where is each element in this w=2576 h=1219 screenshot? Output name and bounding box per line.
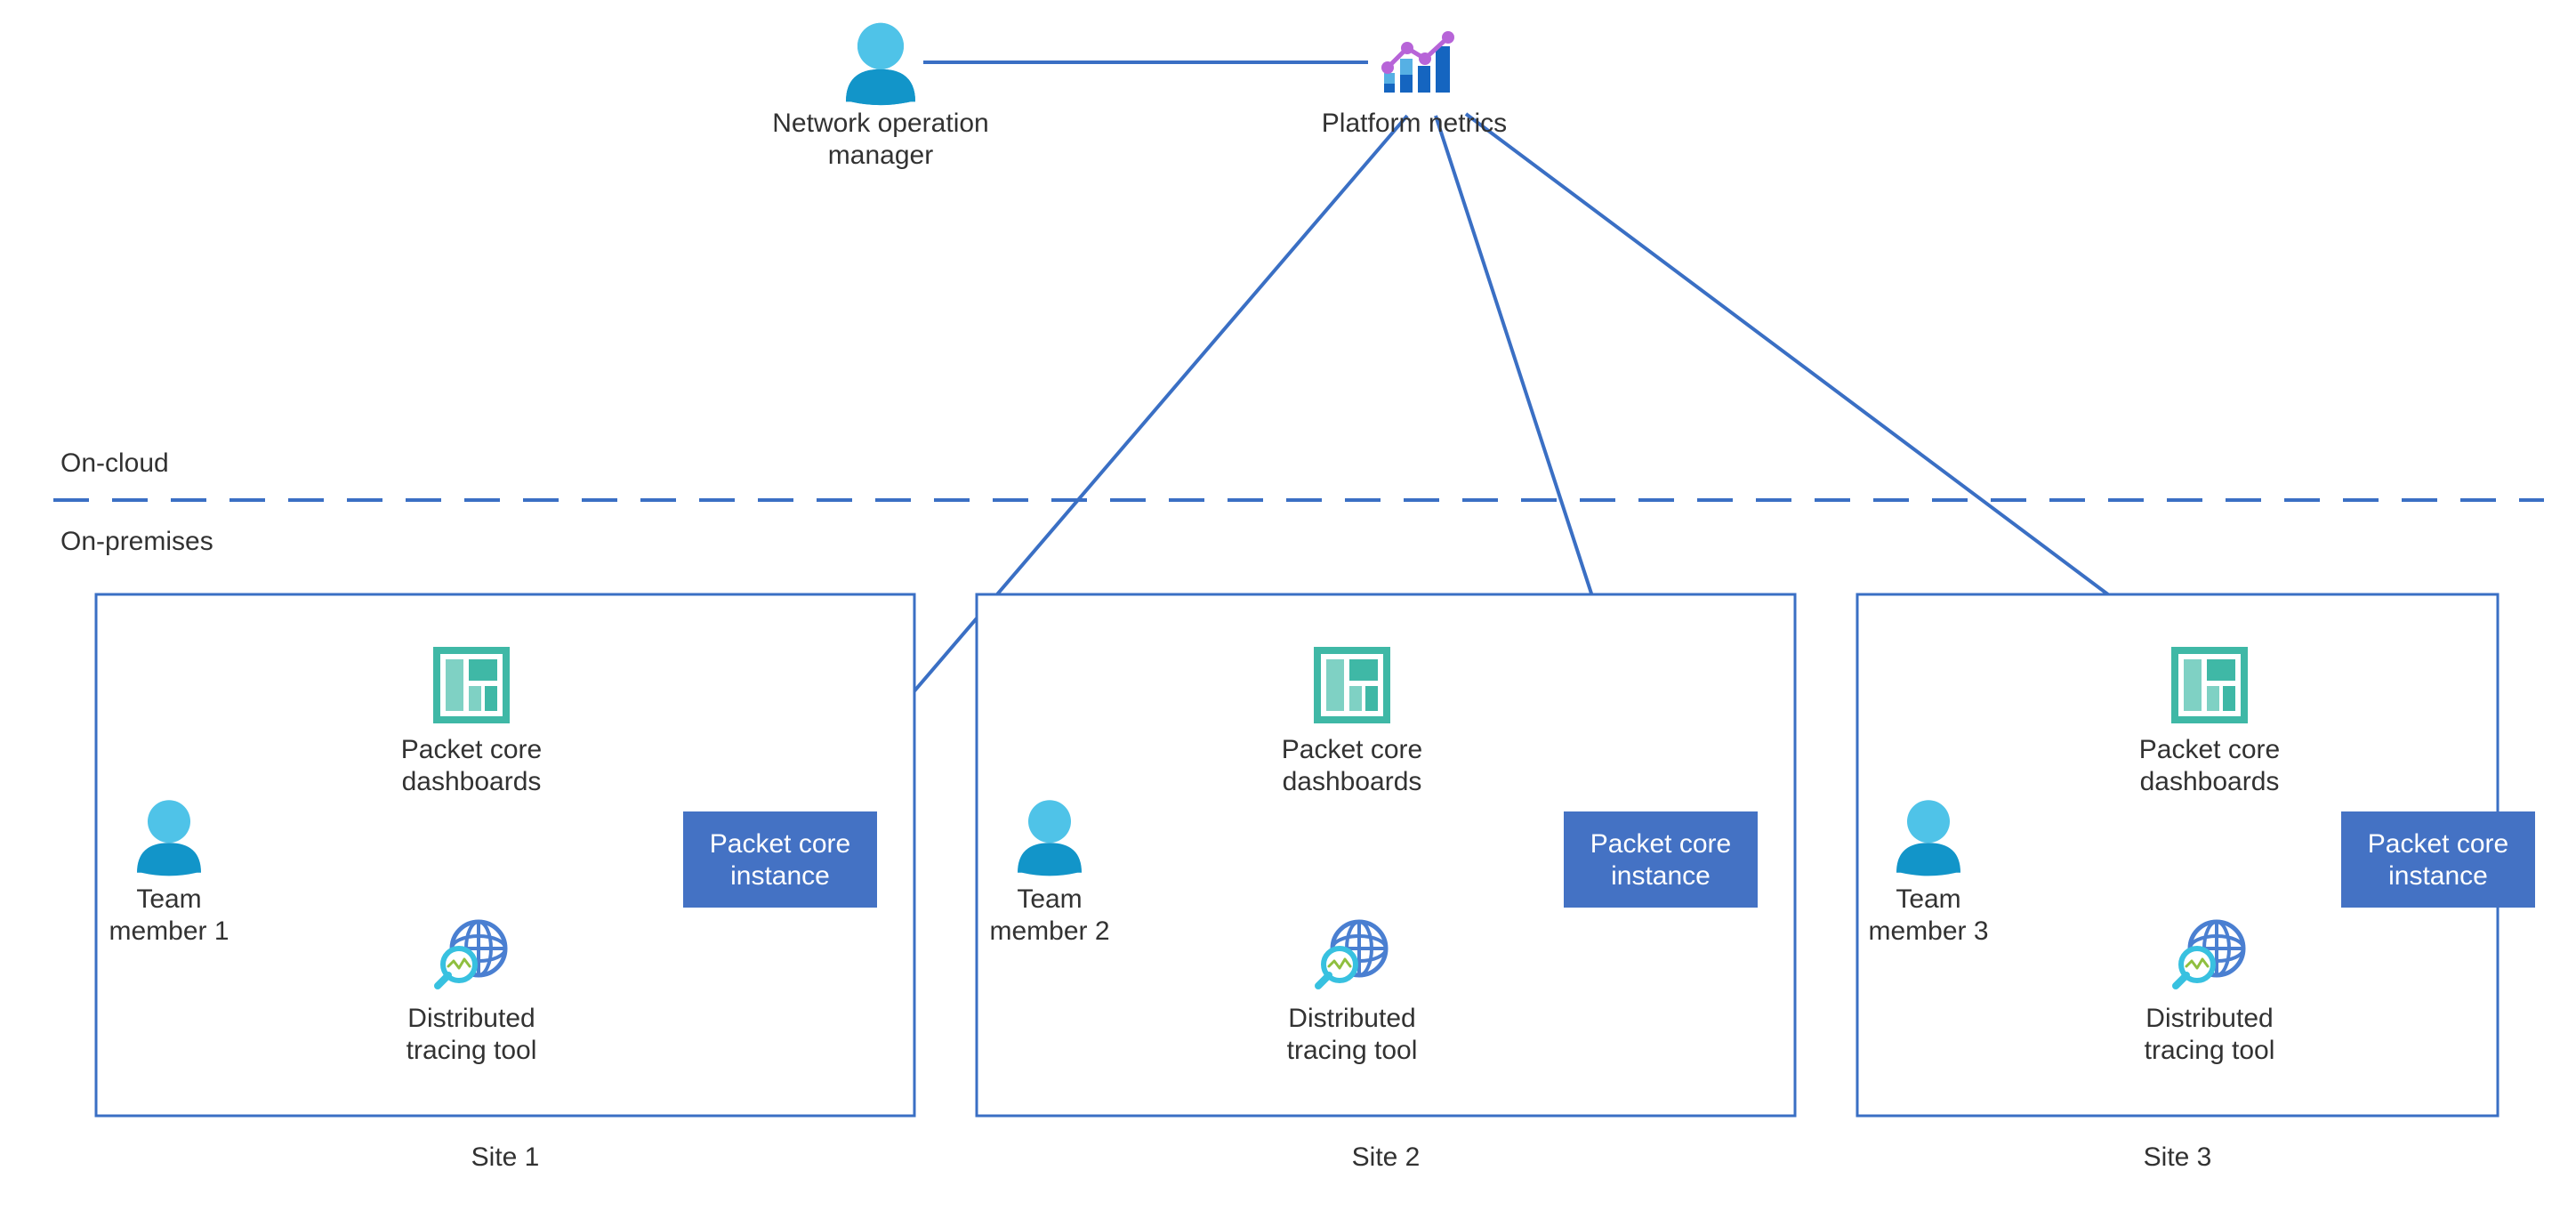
site-title-3: Site 3 (2144, 1142, 2212, 1172)
svg-text:Packet core: Packet core (2139, 735, 2280, 764)
svg-text:instance: instance (2388, 861, 2488, 891)
svg-text:member 3: member 3 (1868, 916, 1988, 946)
svg-text:tracing tool: tracing tool (407, 1036, 537, 1065)
svg-text:Packet core: Packet core (401, 735, 542, 764)
person-icon (846, 23, 915, 105)
svg-text:instance: instance (730, 861, 830, 891)
svg-text:member 1: member 1 (109, 916, 229, 946)
svg-text:Packet core: Packet core (2368, 829, 2508, 859)
packet-core-instance-3: Packet coreinstance (2341, 811, 2535, 908)
on-premises-label: On-premises (60, 527, 213, 556)
svg-text:dashboards: dashboards (1283, 767, 1422, 796)
svg-text:Packet core: Packet core (1590, 829, 1731, 859)
site-title-1: Site 1 (471, 1142, 540, 1172)
svg-text:Packet core: Packet core (1282, 735, 1422, 764)
svg-text:tracing tool: tracing tool (2145, 1036, 2275, 1065)
svg-text:manager: manager (828, 141, 933, 170)
on-cloud-label: On-cloud (60, 448, 169, 478)
svg-text:Team: Team (1017, 884, 1082, 914)
svg-text:member 2: member 2 (989, 916, 1109, 946)
svg-text:Distributed: Distributed (2145, 1004, 2273, 1033)
svg-text:dashboards: dashboards (2140, 767, 2280, 796)
svg-text:Distributed: Distributed (407, 1004, 535, 1033)
svg-text:tracing tool: tracing tool (1287, 1036, 1418, 1065)
svg-text:dashboards: dashboards (402, 767, 542, 796)
svg-text:Team: Team (1896, 884, 1960, 914)
svg-text:Distributed: Distributed (1288, 1004, 1415, 1033)
svg-text:Packet core: Packet core (710, 829, 850, 859)
svg-text:Team: Team (136, 884, 201, 914)
svg-text:instance: instance (1611, 861, 1711, 891)
packet-core-instance-1: Packet coreinstance (683, 811, 877, 908)
svg-text:Platform netrics: Platform netrics (1322, 109, 1507, 138)
svg-text:Network operation: Network operation (772, 109, 988, 138)
platform-metrics: Platform netrics (1322, 31, 1507, 138)
site-title-2: Site 2 (1352, 1142, 1421, 1172)
packet-core-instance-2: Packet coreinstance (1564, 811, 1758, 908)
